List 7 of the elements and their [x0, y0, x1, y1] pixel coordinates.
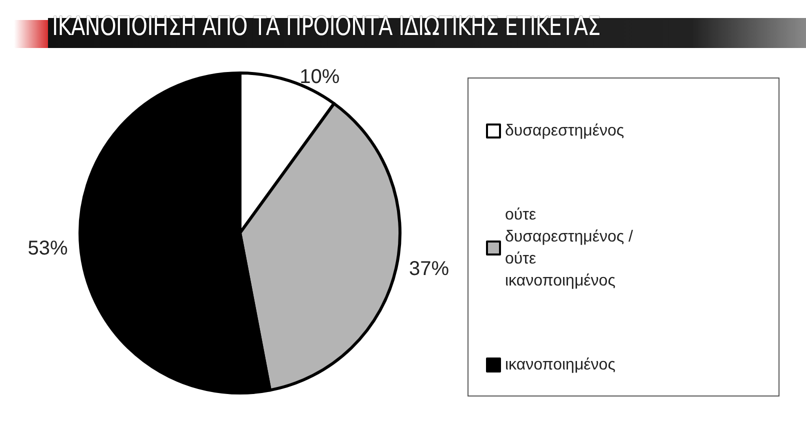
data-label: 37% — [409, 258, 450, 280]
data-label: 53% — [28, 237, 68, 260]
chart-title: ΙΚΑΝΟΠΟΙΗΣΗ ΑΠΟ ΤΑ ΠΡΟΙΟΝΤΑ ΙΔΙΩΤΙΚΗΣ ΕΤΙΚΕΤΑΣ — [52, 12, 600, 42]
legend-label: ούτε δυσαρεστημένος / ούτε ικανοποιημένος — [505, 206, 638, 290]
legend-label: δυσαρεστημένος — [505, 122, 624, 140]
legend-label: ικανοποιημένος — [505, 356, 616, 374]
data-label: 10% — [300, 66, 340, 88]
